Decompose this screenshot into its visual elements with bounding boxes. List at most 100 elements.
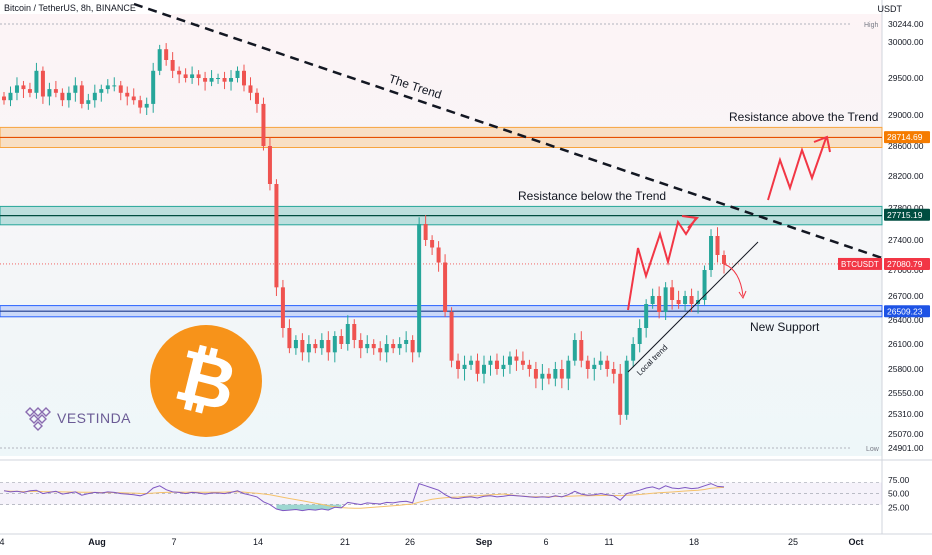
x-tick-label: Aug [88, 537, 106, 547]
candle-body [21, 85, 26, 90]
candle-body [611, 369, 616, 374]
candle-body [254, 92, 259, 104]
vestinda-diamond [41, 407, 51, 417]
candle-body [579, 340, 584, 361]
resistance-above-label: Resistance above the Trend [729, 110, 878, 124]
candle-body [177, 70, 182, 75]
candle-body [683, 296, 688, 304]
candle-body [8, 92, 13, 101]
candle-body [546, 373, 551, 379]
candle-body [637, 328, 642, 344]
y-tick-label: 29000.00 [888, 110, 924, 120]
candle-body [559, 369, 564, 379]
y-tick-label: 26700.00 [888, 291, 924, 301]
vestinda-diamond [33, 407, 43, 417]
candle-body [164, 49, 169, 60]
candle-body [170, 60, 175, 71]
candle-body [151, 70, 156, 104]
candle-body [53, 89, 58, 93]
candle-body [624, 360, 629, 415]
y-tick-label: 25550.00 [888, 388, 924, 398]
rsi-line [3, 482, 725, 512]
price-tag [884, 305, 930, 318]
candle-body [222, 78, 227, 82]
y-tick-label: 26400.00 [888, 315, 924, 325]
projection-down-arrowhead [738, 290, 747, 300]
y-tick-label: 25800.00 [888, 364, 924, 374]
candle-body [540, 373, 545, 379]
y-tick-label: 30244.00 [888, 19, 924, 29]
candle-body [183, 74, 188, 78]
y-tick-label: 28600.00 [888, 141, 924, 151]
x-tick-label: 7 [171, 537, 176, 547]
candle-body [456, 360, 461, 369]
candle-body [618, 373, 623, 415]
candle-body [501, 364, 506, 369]
price-tag-label: 27715.19 [887, 210, 923, 220]
price-tag [884, 131, 930, 144]
candle-body [313, 344, 318, 349]
candle-body [709, 236, 714, 270]
candle-body [14, 85, 19, 93]
y-tick-label: 30000.00 [888, 37, 924, 47]
vestinda-diamond [29, 414, 39, 424]
candle-body [86, 100, 91, 104]
projection-down-arrow [723, 263, 744, 297]
price-tag [884, 208, 930, 221]
candle-body [371, 344, 376, 349]
candle-body [73, 85, 78, 93]
candle-body [670, 287, 675, 300]
candle-body [507, 356, 512, 365]
projection-zigzag-2 [767, 137, 827, 201]
candle-body [572, 340, 577, 361]
price-tag-label: 27080.79 [887, 259, 923, 269]
candle-body [520, 360, 525, 365]
candle-body [345, 324, 350, 344]
candle-body [566, 360, 571, 379]
candle-body [715, 236, 720, 255]
projection-arrowhead-2 [813, 135, 831, 153]
candle-body [339, 336, 344, 344]
candle-body [248, 85, 253, 93]
candle-body [702, 270, 707, 300]
candle-body [722, 255, 726, 264]
candle-body [34, 70, 39, 93]
candle-body [358, 340, 363, 349]
candle-body [216, 78, 221, 79]
y-tick-label: 25070.00 [888, 429, 924, 439]
projection-arrowhead-1 [681, 215, 700, 229]
candle-body [190, 74, 195, 78]
candle-body [488, 360, 493, 365]
vestinda-logo-icon [25, 407, 51, 431]
candle-body [644, 304, 649, 328]
candle-body [475, 360, 480, 374]
candle-body [203, 78, 208, 82]
symbol-info: Bitcoin / TetherUS, 8h, BINANCE [4, 3, 136, 13]
vestinda-diamond [25, 407, 35, 417]
projection-zigzag-1 [627, 217, 697, 311]
candle-body [430, 240, 435, 248]
candle-body [209, 78, 214, 82]
candle-body [326, 340, 331, 353]
x-tick-label: 18 [689, 537, 699, 547]
candle-body [300, 340, 305, 353]
candle-body [689, 296, 694, 304]
symbol-tag [838, 257, 882, 270]
x-tick-label: Oct [848, 537, 863, 547]
x-tick-label: 6 [543, 537, 548, 547]
candle-body [469, 360, 474, 365]
symbol-tag-label: BTCUSDT [841, 260, 879, 269]
candle-body [378, 348, 383, 353]
candle-body [592, 364, 597, 369]
candle-body [650, 296, 655, 304]
price-tag-label: 28714.69 [887, 132, 923, 142]
candle-body [319, 340, 324, 349]
candle-body [118, 85, 123, 93]
candle-body [144, 103, 149, 108]
candle-body [391, 344, 396, 349]
candle-body [267, 146, 272, 184]
candle-body [60, 92, 65, 101]
candle-body [287, 328, 292, 349]
candle-body [332, 336, 337, 353]
candle-body [676, 300, 681, 304]
